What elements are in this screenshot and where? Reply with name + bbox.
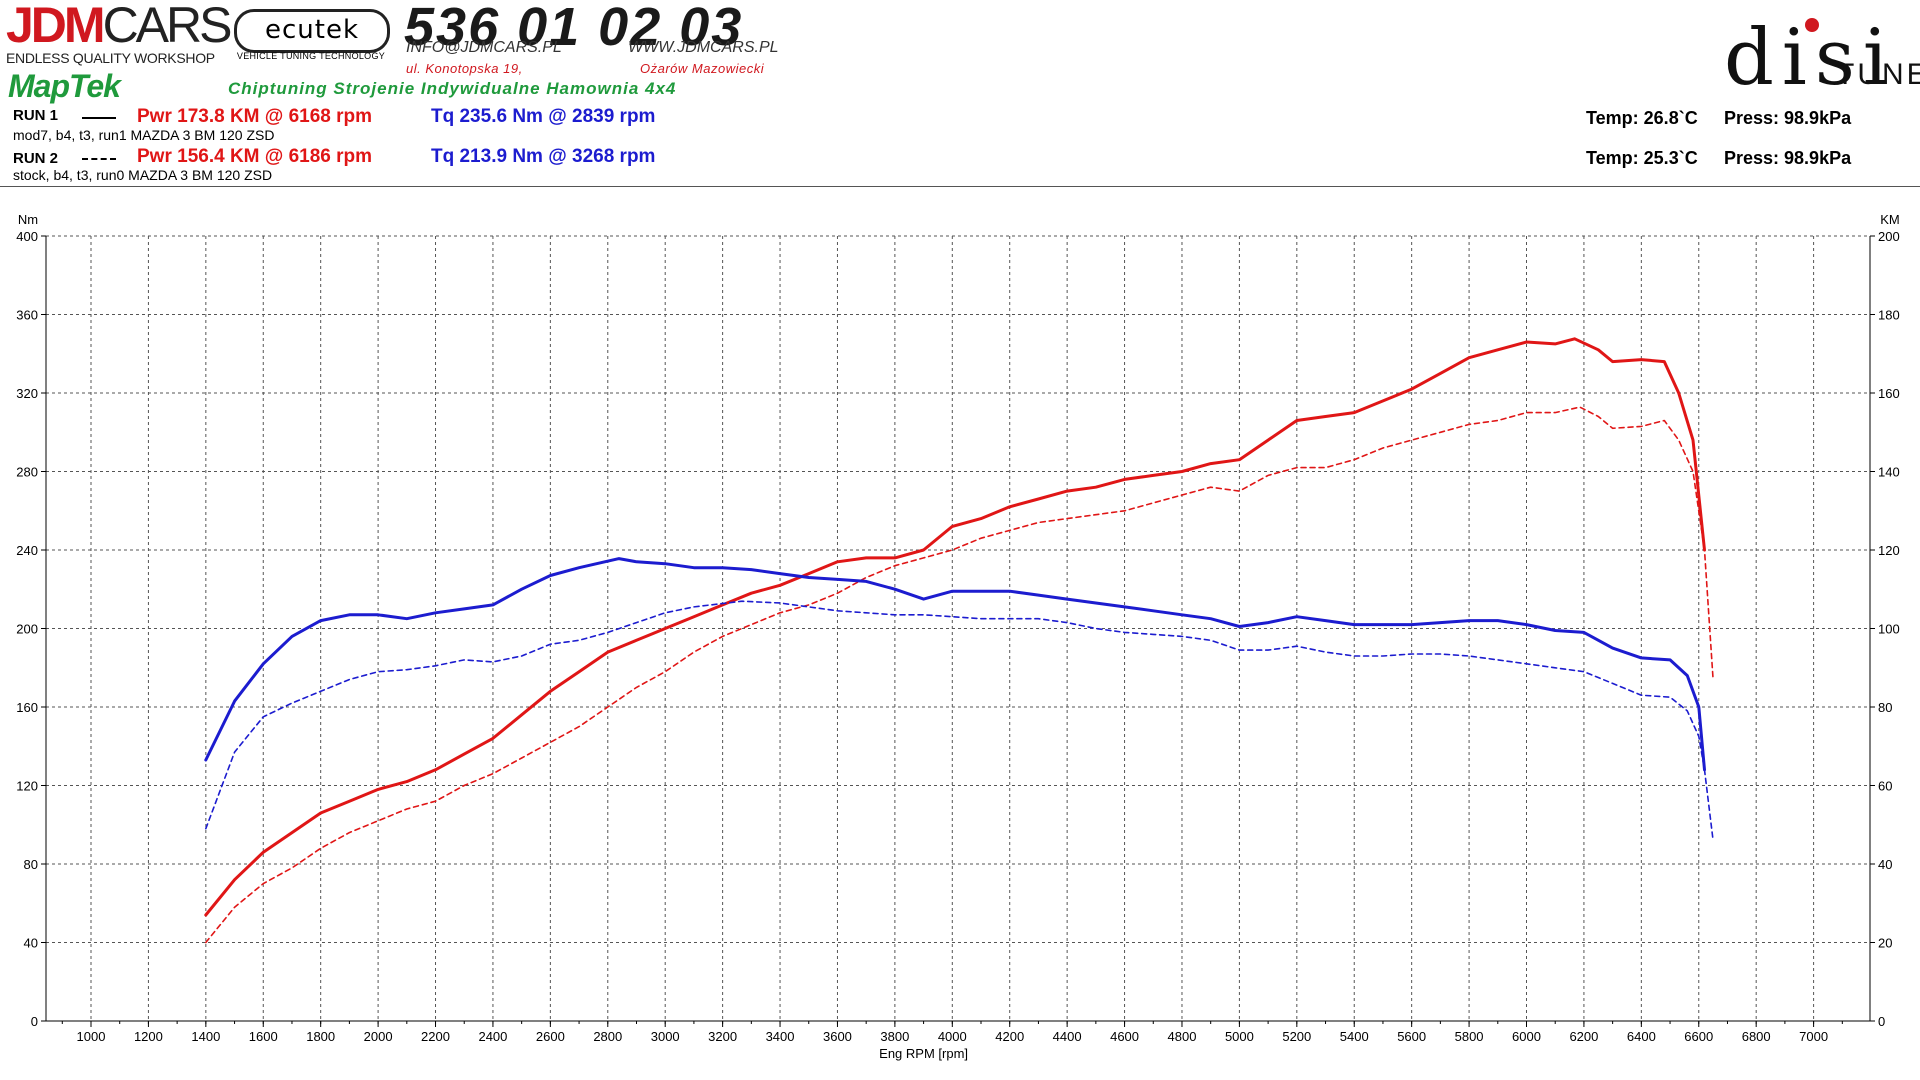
x-tick-label: 2200 [421,1029,450,1044]
y-left-tick-label: 80 [24,857,38,872]
run1-label: RUN 1 [13,107,59,124]
series-run2-power-line [205,406,1714,944]
y-left-tick-label: 200 [16,622,38,637]
x-tick-label: 3800 [880,1029,909,1044]
y-right-tick-label: 200 [1878,229,1900,244]
y-left-tick-label: 320 [16,386,38,401]
x-tick-label: 1200 [134,1029,163,1044]
run1-torque: Tq 235.6 Nm @ 2839 rpm [431,106,656,127]
x-tick-label: 3400 [766,1029,795,1044]
run2-temp: Temp: 25.3`C [1586,148,1698,168]
y-right-tick-label: 20 [1878,936,1892,951]
x-tick-label: 6600 [1684,1029,1713,1044]
brand-jdm: JDM [6,0,106,53]
jdmcars-logo: JDMCARS ENDLESS QUALITY WORKSHOP [6,0,232,66]
y-right-tick-label: 0 [1878,1014,1885,1029]
y-right-tick-label: 40 [1878,857,1892,872]
series-run1-torque-line [204,557,1706,772]
dyno-chart: 1000 1200 1400 1600 1800 2000 2200 2400 2600 2800… [16,212,1900,1061]
x-tick-label: 1000 [77,1029,106,1044]
y-right-tick-label: 80 [1878,700,1892,715]
x-tick-label: 3600 [823,1029,852,1044]
x-tick-label: 5800 [1455,1029,1484,1044]
x-tick-label: 1400 [191,1029,220,1044]
x-tick-label: 5400 [1340,1029,1369,1044]
y-left-tick-label: 120 [16,779,38,794]
x-tick-label: 4600 [1110,1029,1139,1044]
x-tick-label: 5200 [1282,1029,1311,1044]
y-right-tick-label: 160 [1878,386,1900,401]
run2-press: Press: 98.9kPa [1724,148,1852,168]
x-tick-label: 3000 [651,1029,680,1044]
phone-number: 536 01 02 03 [404,0,744,57]
maptek-logo: MapTek [8,68,121,104]
run1-line-sample [82,117,116,119]
y-right-tick-label: 100 [1878,622,1900,637]
y-right-axis-title: KM [1880,212,1900,227]
y-left-tick-label: 360 [16,308,38,323]
ecutek-logo: ecutek [234,9,390,53]
run1-temp: Temp: 26.8`C [1586,108,1698,128]
y-left-tick-label: 40 [24,936,38,951]
y-left-tick-label: 400 [16,229,38,244]
disi-logo: disi [1724,13,1896,103]
y-left-tick-label: 240 [16,543,38,558]
brand-tagline: ENDLESS QUALITY WORKSHOP [6,50,215,66]
services-tagline: Chiptuning Strojenie Indywidualne Hamown… [228,79,677,98]
x-tick-label: 2000 [364,1029,393,1044]
brand-cars: CARS [102,0,233,53]
x-tick-label: 6800 [1742,1029,1771,1044]
y-right-tick-label: 60 [1878,779,1892,794]
x-tick-label: 1600 [249,1029,278,1044]
y-right-tick-label: 140 [1878,465,1900,480]
y-left-axis-title: Nm [18,212,38,227]
run1-press: Press: 98.9kPa [1724,108,1852,128]
y-left-tick-label: 0 [31,1014,38,1029]
x-tick-label: 6200 [1569,1029,1598,1044]
disi-logo-dot [1805,18,1819,32]
x-tick-label: 4200 [995,1029,1024,1044]
header-divider [0,186,1920,187]
run2-power: Pwr 156.4 KM @ 6186 rpm [137,146,373,167]
x-tick-label: 4800 [1168,1029,1197,1044]
x-tick-label: 5600 [1397,1029,1426,1044]
series-run2-torque-line [205,600,1714,842]
run1-description: mod7, b4, t3, run1 MAZDA 3 BM 120 ZSD [13,127,275,143]
run1-power: Pwr 173.8 KM @ 6168 rpm [137,106,373,127]
x-tick-label: 2800 [593,1029,622,1044]
email-address: INFO@JDMCARS.PL [406,39,562,56]
x-tick-label: 4400 [1053,1029,1082,1044]
run2-line-sample [82,158,116,160]
x-tick-label: 7000 [1799,1029,1828,1044]
dyno-header: JDMCARS ENDLESS QUALITY WORKSHOP ecutek … [0,0,1920,186]
ecutek-tagline: VEHICLE TUNING TECHNOLOGY [236,51,386,61]
run2-torque: Tq 213.9 Nm @ 3268 rpm [431,146,656,167]
x-tick-label: 3200 [708,1029,737,1044]
y-left-tick-label: 160 [16,700,38,715]
street-address: ul. Konotopska 19, [406,61,523,76]
x-tick-label: 6000 [1512,1029,1541,1044]
y-right-tick-label: 120 [1878,543,1900,558]
series-run1-power-line [204,337,1706,917]
x-tick-label: 4000 [938,1029,967,1044]
x-tick-label: 1800 [306,1029,335,1044]
run2-description: stock, b4, t3, run0 MAZDA 3 BM 120 ZSD [13,167,273,183]
disi-tune-label: TUNE [1836,58,1920,91]
x-tick-label: 5000 [1225,1029,1254,1044]
x-axis-title: Eng RPM [rpm] [879,1046,968,1061]
x-tick-label: 2600 [536,1029,565,1044]
run2-label: RUN 2 [13,150,59,167]
x-tick-label: 6400 [1627,1029,1656,1044]
website: WWW.JDMCARS.PL [628,39,779,56]
y-right-tick-label: 180 [1878,308,1900,323]
y-left-tick-label: 280 [16,465,38,480]
x-tick-label: 2400 [478,1029,507,1044]
city: Ożarów Mazowiecki [640,61,765,76]
